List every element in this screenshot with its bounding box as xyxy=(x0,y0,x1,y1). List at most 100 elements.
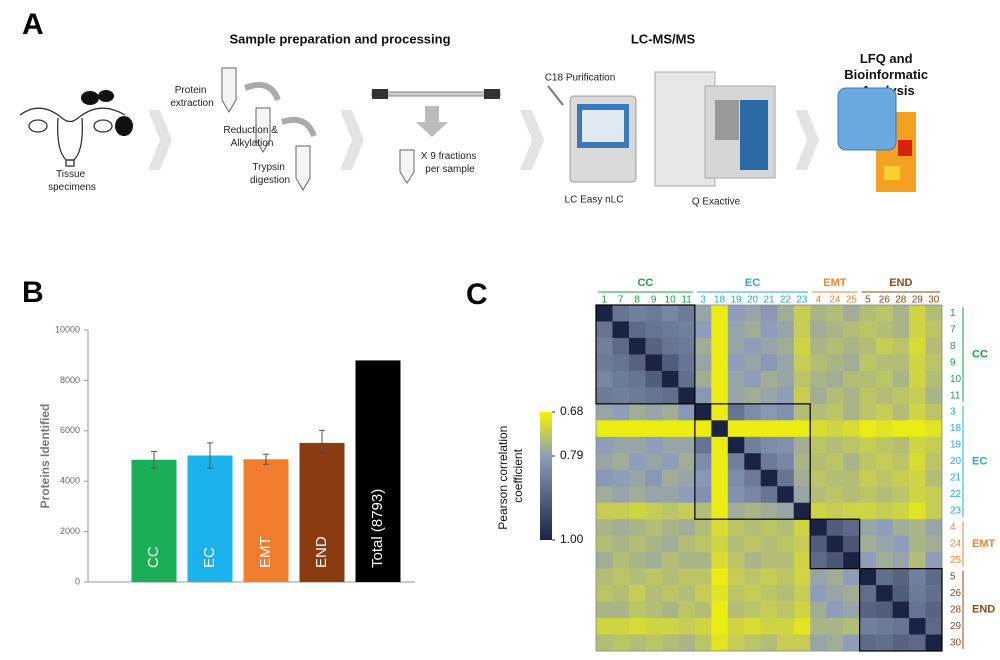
heatmap-cell xyxy=(909,486,926,504)
heatmap-cell xyxy=(876,502,893,520)
heatmap-cell xyxy=(777,354,795,372)
group-label: EC xyxy=(972,455,987,467)
heatmap-cell xyxy=(744,321,762,339)
heatmap-cell xyxy=(859,486,877,504)
heatmap-cell xyxy=(628,502,646,520)
column xyxy=(371,91,501,97)
heatmap-cell xyxy=(892,585,910,602)
column-label: 26 xyxy=(879,295,891,306)
heatmap-cell xyxy=(777,469,795,487)
ms-source xyxy=(715,100,739,140)
heatmap-cell xyxy=(612,519,630,536)
heatmap-cell xyxy=(760,535,778,553)
down-arrow xyxy=(416,106,448,137)
cervix xyxy=(65,159,75,167)
tubes xyxy=(221,67,415,191)
heatmap-cell xyxy=(694,601,712,619)
heatmap-cell xyxy=(843,370,860,388)
column-label: 8 xyxy=(634,295,640,306)
analysis-icon xyxy=(837,87,916,192)
heatmap-cell xyxy=(843,568,860,586)
heatmap-cell xyxy=(843,502,860,520)
heatmap-cell xyxy=(793,486,811,504)
heatmap-cell xyxy=(612,634,630,652)
heatmap-cell xyxy=(596,436,613,454)
heatmap-cell xyxy=(678,305,696,322)
heatmap-cell xyxy=(612,321,630,339)
heatmap-cell xyxy=(612,618,630,635)
heatmap-cell xyxy=(678,354,696,372)
heatmap-cell xyxy=(678,403,696,421)
heatmap-cell xyxy=(678,436,696,454)
column-label: 25 xyxy=(846,295,858,306)
heatmap-cell xyxy=(678,585,696,602)
ovary xyxy=(93,119,113,133)
heatmap-cell xyxy=(793,387,811,405)
heatmap-cell xyxy=(711,634,729,652)
heatmap-cell xyxy=(876,387,893,405)
heatmap-cell xyxy=(859,453,877,471)
row-label: 3 xyxy=(950,407,956,418)
heatmap-cell xyxy=(876,420,893,438)
heatmap-cell xyxy=(711,535,729,553)
heatmap-cell xyxy=(810,502,827,520)
heatmap-cell xyxy=(661,519,679,536)
heatmap-cell xyxy=(892,634,910,652)
heatmap-cell xyxy=(727,502,745,520)
heatmap-cell xyxy=(645,469,663,487)
heatmap-cell xyxy=(645,585,663,602)
heatmap-cell xyxy=(793,321,811,339)
heatmap-cell xyxy=(793,585,811,602)
y-axis-label: Proteins Identified xyxy=(38,404,52,509)
heatmap-cell xyxy=(678,519,696,536)
heatmap-cell xyxy=(694,469,712,487)
heatmap-cell xyxy=(892,502,910,520)
heatmap-cell xyxy=(876,552,893,569)
column-label: 21 xyxy=(763,295,775,306)
heatmap-cell xyxy=(678,420,696,438)
heatmap-cell xyxy=(645,453,663,471)
heatmap-cell xyxy=(596,502,613,520)
heatmap-cell xyxy=(925,519,943,536)
heatmap-cell xyxy=(727,436,745,454)
heatmap-cell xyxy=(810,601,827,619)
heatmap-cell xyxy=(925,403,943,421)
heatmap-cell xyxy=(744,305,762,322)
caption: X 9 fractions per sample xyxy=(421,151,479,175)
heatmap-cell xyxy=(760,618,778,635)
heatmap-cell xyxy=(711,469,729,487)
heatmap-cell xyxy=(826,337,844,355)
group-label: EC xyxy=(745,277,760,289)
heading: LC-MS/MS xyxy=(631,31,696,46)
heatmap-cell xyxy=(925,618,943,635)
heatmap-cell xyxy=(628,486,646,504)
heatmap-cell xyxy=(925,337,943,355)
heatmap-cell xyxy=(777,535,795,553)
heatmap-cell xyxy=(727,321,745,339)
heatmap-cell xyxy=(744,403,762,421)
heatmap-cell xyxy=(612,337,630,355)
heatmap-cell xyxy=(810,535,827,553)
heatmap-cell xyxy=(925,585,943,602)
heatmap-cell xyxy=(793,453,811,471)
heatmap-cell xyxy=(826,535,844,553)
heatmap-cell xyxy=(810,552,827,569)
heatmap-cell xyxy=(859,469,877,487)
caption: LC Easy nLC xyxy=(565,195,624,206)
caption: C18 Purification xyxy=(545,73,616,84)
column-label: 5 xyxy=(865,295,871,306)
heatmap-cell xyxy=(760,420,778,438)
heatmap-cell xyxy=(810,486,827,504)
heatmap-cell xyxy=(876,337,893,355)
heatmap-cell xyxy=(892,552,910,569)
bar xyxy=(243,459,289,582)
heatmap-cell xyxy=(645,552,663,569)
heatmap-cell xyxy=(909,420,926,438)
heatmap-cell xyxy=(596,354,613,372)
chevron xyxy=(340,110,364,170)
heatmap-cell xyxy=(826,387,844,405)
heatmap-cell xyxy=(826,469,844,487)
heatmap-cell xyxy=(859,337,877,355)
heatmap-cell xyxy=(826,601,844,619)
column-label: 24 xyxy=(829,295,841,306)
